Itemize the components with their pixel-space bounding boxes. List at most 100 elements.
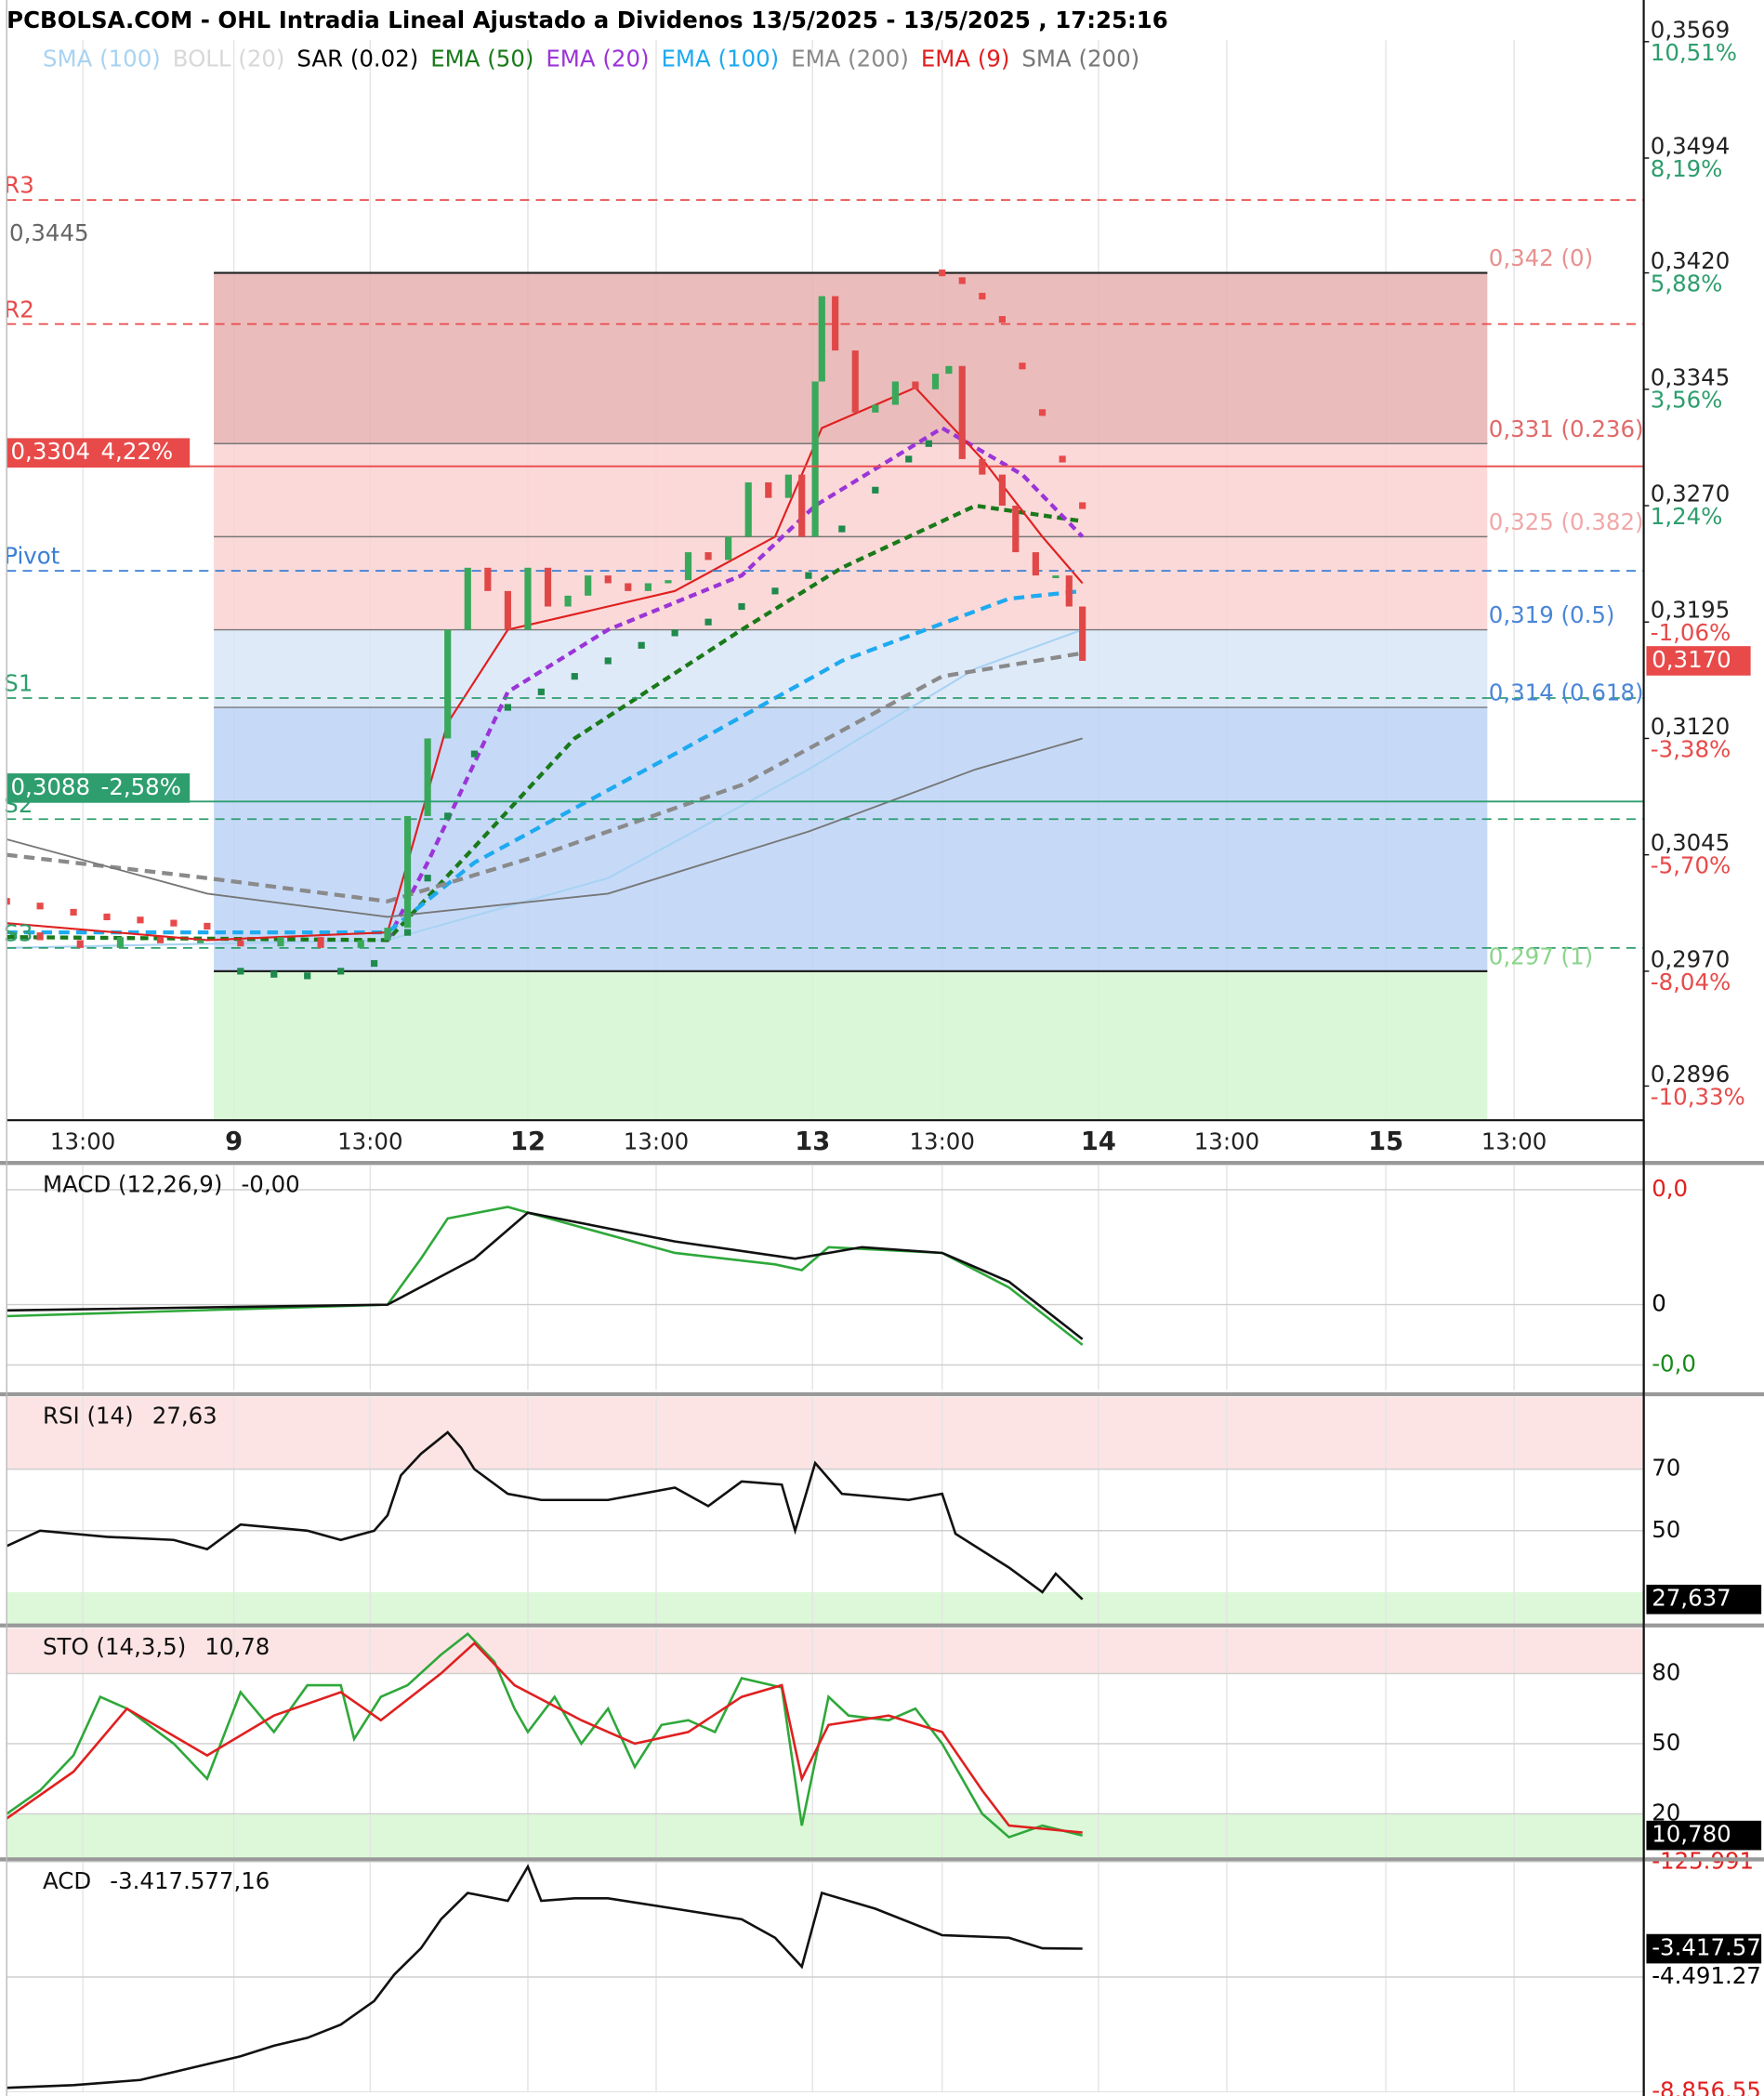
- candle: [444, 629, 452, 739]
- x-tick-label: 13:00: [1194, 1128, 1259, 1155]
- candle: [832, 296, 839, 351]
- y-tick-change: 1,24%: [1651, 503, 1723, 530]
- candle: [744, 481, 752, 537]
- candle: [704, 552, 712, 560]
- indicator-line: [386, 425, 1085, 942]
- candle: [564, 595, 572, 607]
- indicator-line: [7, 1211, 1084, 1340]
- sar-point: [998, 316, 1007, 323]
- sar-point: [7, 898, 10, 905]
- candle: [76, 940, 84, 948]
- marker-change: 4,22%: [101, 438, 174, 465]
- sar-point: [537, 688, 545, 695]
- sar-point: [671, 629, 678, 637]
- marker-label: 0,3088: [11, 773, 91, 800]
- overbought-zone: [7, 1396, 1644, 1470]
- y-tick-label: 0,0: [1652, 1175, 1688, 1202]
- legend-entry: SMA (200): [1021, 46, 1139, 73]
- candle: [504, 590, 511, 630]
- marker-box: [7, 438, 191, 468]
- y-tick-label: 70: [1652, 1455, 1680, 1482]
- candle: [384, 928, 391, 941]
- x-tick-label: 12: [510, 1127, 546, 1156]
- candle: [585, 575, 592, 596]
- sar-point: [805, 572, 812, 579]
- panel-name: ACD: [43, 1867, 91, 1894]
- marker-label: 0,3304: [11, 438, 91, 465]
- fib-zone: [214, 272, 1488, 444]
- indicator-line: [7, 1641, 1083, 1834]
- y-tick-label: 0,3569: [1651, 16, 1731, 43]
- candle: [811, 381, 819, 537]
- axis-bg: [1645, 0, 1764, 1121]
- candle: [1079, 606, 1086, 661]
- candle: [945, 365, 953, 375]
- candle: [625, 583, 632, 591]
- y-tick-label: 0,2896: [1651, 1061, 1731, 1088]
- y-tick-label: 0,3270: [1651, 481, 1731, 508]
- indicator-line: [7, 737, 1083, 918]
- sar-point: [1059, 455, 1066, 463]
- sar-point: [838, 525, 846, 533]
- candle: [116, 937, 125, 948]
- y-tick-label: 80: [1652, 1658, 1680, 1685]
- pivot-label: S3: [4, 919, 33, 946]
- y-tick-label: 0,3045: [1651, 829, 1731, 856]
- y-tick-change: 8,19%: [1651, 155, 1723, 182]
- sar-point: [872, 486, 879, 494]
- marker-change: -2,58%: [101, 773, 181, 800]
- y-tick-label: 0: [1652, 1290, 1666, 1317]
- oversold-zone: [7, 1813, 1644, 1859]
- y-tick-change: 3,56%: [1651, 387, 1723, 414]
- indicator-line: [7, 1631, 1083, 1839]
- legend-entry: SMA (100): [43, 46, 161, 73]
- sar-point: [470, 750, 479, 758]
- sar-point: [237, 968, 244, 975]
- candle: [197, 940, 204, 943]
- sar-point: [403, 929, 412, 936]
- indicator-line: [7, 1864, 1083, 2089]
- last-value-label: 0,3170: [1652, 646, 1731, 673]
- fib-level-label: 0,297 (1): [1489, 943, 1593, 969]
- candle: [891, 381, 899, 405]
- candle: [277, 937, 284, 947]
- sar-point: [137, 916, 144, 924]
- y-tick-change: -1,06%: [1651, 619, 1731, 646]
- x-tick-label: 13:00: [909, 1128, 974, 1155]
- candle: [684, 552, 692, 581]
- candle: [604, 575, 612, 584]
- fib-zone: [214, 629, 1488, 708]
- y-tick-label: 50: [1652, 1516, 1680, 1543]
- fib-level-label: 0,314 (0.618): [1489, 679, 1644, 706]
- last-value-label: 10,780: [1652, 1821, 1731, 1848]
- sar-point: [424, 875, 431, 882]
- candle: [665, 580, 672, 584]
- x-tick-label: 13:00: [624, 1128, 689, 1155]
- indicator-plot: [7, 1396, 1644, 1625]
- y-tick-change: -8,04%: [1651, 969, 1731, 995]
- indicator-plot: [7, 1628, 1644, 1859]
- sar-point: [1079, 502, 1086, 509]
- sar-point: [704, 618, 712, 626]
- candle: [1052, 575, 1060, 579]
- x-tick-label: 13: [795, 1127, 830, 1156]
- y-tick-label: 0,3420: [1651, 247, 1731, 274]
- sar-point: [504, 704, 511, 711]
- sar-point: [170, 919, 178, 927]
- overbought-zone: [7, 1628, 1644, 1674]
- sar-point: [70, 908, 77, 916]
- fib-level-label: 0,331 (0.236): [1489, 415, 1644, 442]
- indicator-line: [7, 503, 1083, 943]
- indicator-line: [7, 386, 1084, 942]
- x-tick-label: 15: [1368, 1127, 1403, 1156]
- candle: [1012, 506, 1020, 553]
- y-tick-label: -0,0: [1652, 1350, 1696, 1377]
- sar-point: [638, 641, 645, 649]
- sar-point: [204, 922, 211, 930]
- panel-name: RSI (14): [43, 1402, 134, 1429]
- last-value-box: [1646, 1820, 1762, 1851]
- sar-point: [604, 657, 612, 665]
- panel-value: -3.417.577,16: [110, 1867, 270, 1894]
